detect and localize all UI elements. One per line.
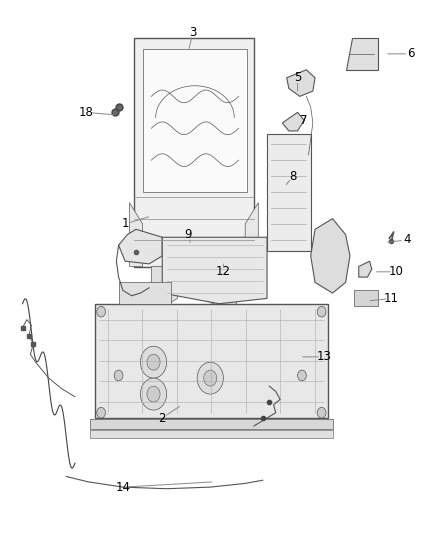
Polygon shape — [119, 229, 162, 264]
Circle shape — [141, 378, 166, 410]
Polygon shape — [283, 112, 304, 131]
Polygon shape — [151, 266, 177, 314]
Bar — [90, 419, 332, 429]
Circle shape — [197, 362, 223, 394]
Polygon shape — [130, 203, 143, 266]
Circle shape — [317, 407, 326, 418]
Text: 18: 18 — [78, 106, 93, 119]
Polygon shape — [201, 266, 237, 314]
Text: 8: 8 — [290, 169, 297, 183]
Polygon shape — [311, 219, 350, 293]
Circle shape — [297, 370, 306, 381]
Polygon shape — [245, 203, 258, 266]
Text: 14: 14 — [116, 481, 131, 494]
Bar — [119, 282, 171, 304]
Circle shape — [141, 346, 166, 378]
Circle shape — [147, 386, 160, 402]
Bar — [354, 290, 378, 306]
Bar — [90, 430, 332, 438]
Circle shape — [97, 407, 106, 418]
Polygon shape — [267, 134, 311, 251]
Text: 5: 5 — [294, 71, 301, 84]
Circle shape — [114, 370, 123, 381]
Text: 12: 12 — [216, 265, 231, 278]
Polygon shape — [134, 38, 254, 266]
Polygon shape — [95, 304, 328, 418]
Polygon shape — [359, 261, 372, 277]
Polygon shape — [162, 237, 267, 304]
Circle shape — [147, 354, 160, 370]
Text: 1: 1 — [121, 217, 129, 230]
Circle shape — [204, 370, 217, 386]
Text: 13: 13 — [316, 350, 331, 364]
Polygon shape — [287, 70, 315, 96]
Polygon shape — [143, 49, 247, 192]
Text: 2: 2 — [159, 411, 166, 424]
Text: 9: 9 — [185, 228, 192, 241]
Polygon shape — [346, 38, 378, 70]
Circle shape — [317, 306, 326, 317]
Text: 11: 11 — [384, 292, 399, 305]
Text: 10: 10 — [389, 265, 403, 278]
Text: 7: 7 — [300, 114, 308, 127]
Text: 3: 3 — [189, 26, 197, 39]
Text: 6: 6 — [407, 47, 415, 60]
Text: 4: 4 — [403, 233, 410, 246]
Circle shape — [97, 306, 106, 317]
